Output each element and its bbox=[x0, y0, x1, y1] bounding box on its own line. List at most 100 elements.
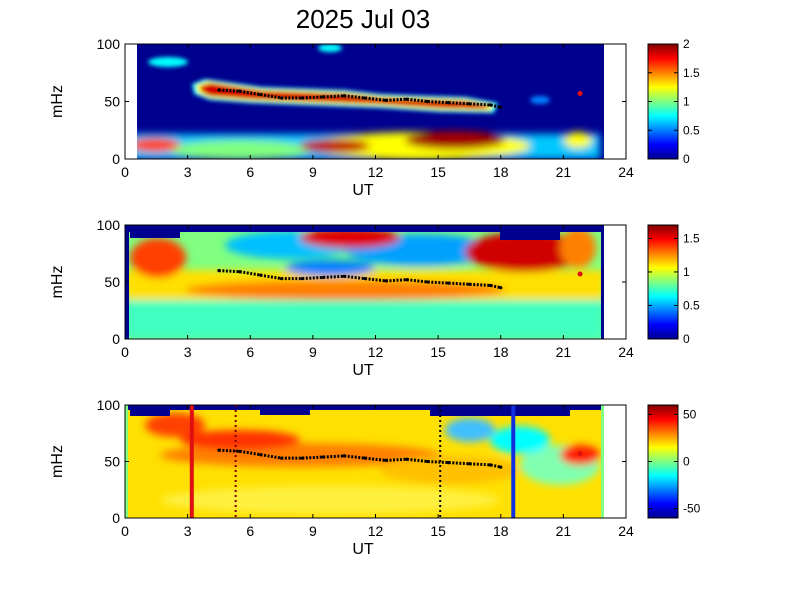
y-axis-label: mHz bbox=[49, 266, 66, 299]
x-axis-label: UT bbox=[352, 541, 374, 558]
x-tick-label: 18 bbox=[493, 164, 509, 180]
trace-point-5 bbox=[300, 276, 305, 281]
x-tick-label: 18 bbox=[493, 344, 509, 360]
trace-point-7 bbox=[342, 454, 346, 458]
trace-point-2 bbox=[238, 270, 242, 274]
trace-point-13 bbox=[467, 462, 472, 466]
x-axis-label: UT bbox=[352, 182, 374, 199]
x-tick-label: 18 bbox=[493, 523, 509, 539]
colorbar-2 bbox=[647, 224, 679, 340]
x-tick-label: 21 bbox=[556, 164, 572, 180]
panel-1-overlay: 0 3 6 9 12 15 18 21 24 0 50 100 UT mHz 0 0.5 1 1.5 2 bbox=[49, 36, 700, 199]
trace-point-2 bbox=[238, 89, 242, 93]
isolated-marker bbox=[577, 90, 583, 96]
x-tick-label: 21 bbox=[556, 523, 572, 539]
isolated-marker bbox=[577, 271, 583, 277]
panel-2-heatmap bbox=[125, 225, 604, 339]
x-tick-label: 9 bbox=[309, 344, 317, 360]
trace-point-6 bbox=[321, 455, 325, 459]
trace-point-7 bbox=[342, 274, 346, 278]
dominant-frequency-trace bbox=[218, 88, 502, 109]
x-tick-label: 15 bbox=[430, 523, 446, 539]
x-tick-label: 3 bbox=[184, 523, 192, 539]
trace-point-14 bbox=[488, 463, 492, 467]
colorbar-1 bbox=[647, 43, 679, 160]
figure-title: 2025 Jul 03 bbox=[296, 4, 430, 34]
x-tick-label: 6 bbox=[246, 523, 254, 539]
trace-point-14 bbox=[488, 103, 492, 107]
trace-point-3 bbox=[259, 453, 263, 457]
y-tick-label: 0 bbox=[112, 510, 120, 526]
dominant-frequency-trace bbox=[218, 269, 502, 290]
trace-point-11 bbox=[426, 280, 430, 284]
x-tick-label: 9 bbox=[309, 523, 317, 539]
colorbar-3 bbox=[647, 404, 679, 519]
dominant-frequency-trace bbox=[218, 448, 502, 469]
colorbar-tick-label: 1 bbox=[683, 265, 690, 279]
trace-point-1 bbox=[217, 88, 221, 92]
colorbar-tick-label: 0 bbox=[683, 332, 690, 346]
trace-point-6 bbox=[321, 95, 325, 99]
y-tick-label: 0 bbox=[112, 151, 120, 167]
y-tick-label: 100 bbox=[97, 397, 121, 413]
panel-3-overlay: 0 3 6 9 12 15 18 21 24 0 50 100 UT mHz -50 0 50 bbox=[49, 397, 701, 558]
trace-point-11 bbox=[426, 99, 430, 104]
trace-point-2 bbox=[238, 449, 242, 453]
colorbar-tick-label: 1 bbox=[683, 95, 690, 109]
trace-point-4 bbox=[279, 456, 284, 460]
y-tick-label: 100 bbox=[97, 217, 121, 233]
trace-point-15 bbox=[499, 105, 503, 109]
panel-3-heatmap bbox=[125, 405, 604, 518]
x-tick-label: 24 bbox=[618, 523, 634, 539]
colorbar-tick-label: 1.5 bbox=[683, 231, 700, 245]
trace-point-13 bbox=[467, 102, 472, 106]
panel-2-overlay: 0 3 6 9 12 15 18 21 24 0 50 100 UT mHz 0 0.5 1 1.5 bbox=[49, 217, 700, 379]
y-tick-label: 100 bbox=[97, 36, 121, 52]
colorbar-tick-label: 0 bbox=[683, 152, 690, 166]
x-tick-label: 24 bbox=[618, 344, 634, 360]
y-axis-label: mHz bbox=[49, 445, 66, 478]
y-tick-label: 50 bbox=[104, 274, 120, 290]
trace-point-5 bbox=[300, 96, 305, 100]
x-tick-label: 9 bbox=[309, 164, 317, 180]
trace-point-3 bbox=[259, 93, 263, 97]
trace-point-14 bbox=[488, 283, 492, 288]
colorbar-tick-label: 0.5 bbox=[683, 123, 700, 137]
panel-1-heatmap bbox=[125, 44, 604, 159]
y-tick-label: 50 bbox=[104, 454, 120, 470]
trace-point-1 bbox=[217, 269, 221, 273]
trace-point-6 bbox=[321, 275, 325, 280]
x-tick-label: 15 bbox=[430, 344, 446, 360]
x-tick-label: 3 bbox=[184, 164, 192, 180]
colorbar-tick-label: 0.5 bbox=[683, 298, 700, 312]
colorbar-tick-label: -50 bbox=[683, 502, 701, 516]
trace-point-9 bbox=[384, 458, 388, 462]
x-tick-label: 0 bbox=[121, 523, 129, 539]
trace-point-13 bbox=[467, 282, 472, 286]
x-tick-label: 21 bbox=[556, 344, 572, 360]
trace-point-7 bbox=[342, 94, 346, 98]
trace-point-10 bbox=[405, 97, 409, 101]
colorbar-tick-label: 2 bbox=[683, 37, 690, 51]
trace-point-9 bbox=[384, 279, 388, 283]
x-tick-label: 15 bbox=[430, 164, 446, 180]
trace-point-4 bbox=[279, 96, 284, 100]
trace-point-5 bbox=[300, 456, 305, 460]
x-axis-label: UT bbox=[352, 362, 374, 379]
x-tick-label: 0 bbox=[121, 164, 129, 180]
trace-point-12 bbox=[446, 281, 451, 285]
trace-point-15 bbox=[499, 465, 503, 469]
isolated-marker bbox=[577, 451, 583, 457]
x-tick-label: 3 bbox=[184, 344, 192, 360]
x-tick-label: 12 bbox=[368, 344, 384, 360]
x-tick-label: 24 bbox=[618, 164, 634, 180]
x-tick-label: 6 bbox=[246, 344, 254, 360]
trace-point-9 bbox=[384, 98, 388, 102]
trace-point-8 bbox=[363, 276, 367, 281]
x-tick-label: 12 bbox=[368, 523, 384, 539]
x-tick-label: 0 bbox=[121, 344, 129, 360]
colorbar-tick-label: 0 bbox=[683, 455, 690, 469]
trace-point-10 bbox=[405, 457, 409, 461]
trace-point-4 bbox=[279, 276, 284, 281]
